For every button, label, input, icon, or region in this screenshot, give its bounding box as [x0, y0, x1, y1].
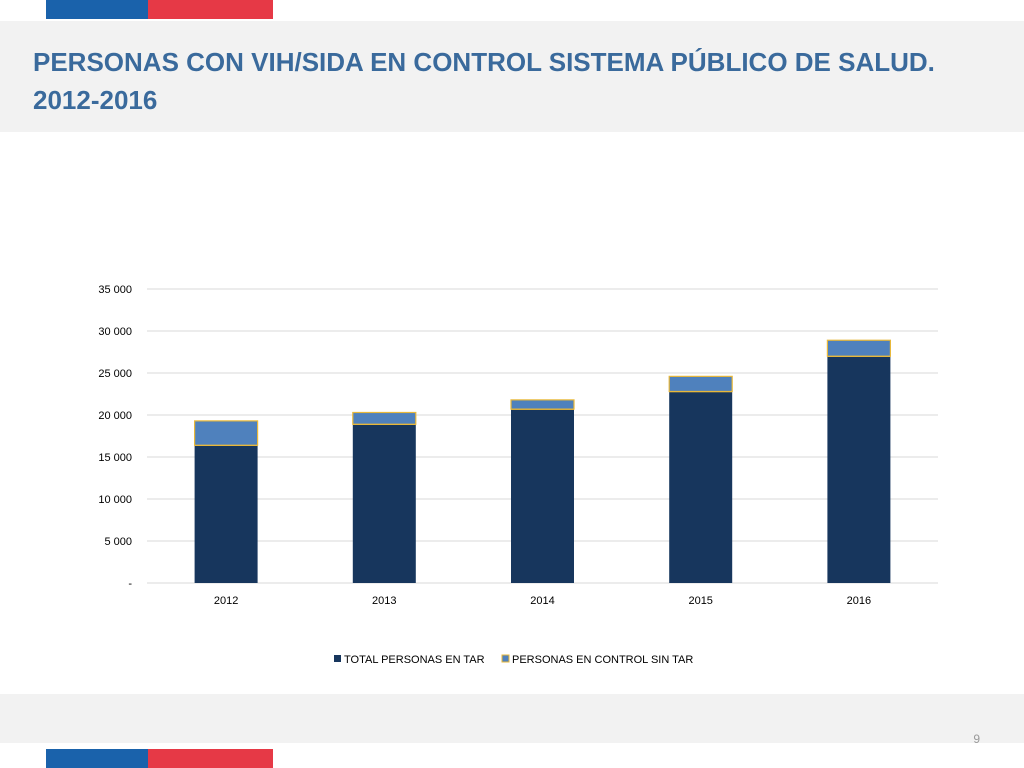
y-tick-label: 25 000 — [98, 368, 132, 380]
title-band: PERSONAS CON VIH/SIDA EN CONTROL SISTEMA… — [0, 21, 1024, 132]
y-tick-label: 20 000 — [98, 410, 132, 422]
y-tick-label: 30 000 — [98, 326, 132, 338]
flag-bottom-stripe — [46, 749, 273, 768]
bar-total-tar — [352, 424, 416, 583]
y-tick-label: 10 000 — [98, 494, 132, 506]
legend-swatch-sin-tar — [501, 654, 510, 663]
flag-red-segment — [148, 749, 273, 768]
x-tick-label: 2012 — [214, 595, 238, 607]
y-tick-label: 15 000 — [98, 452, 132, 464]
x-tick-label: 2013 — [372, 595, 396, 607]
flag-blue-segment — [46, 0, 148, 19]
bar-sin-tar — [510, 399, 575, 410]
bar-sin-tar — [194, 420, 259, 446]
bar-sin-tar — [352, 411, 417, 425]
flag-red-segment — [148, 0, 273, 19]
y-tick-label: 5 000 — [104, 536, 132, 548]
bar-sin-tar — [668, 375, 733, 393]
bar-total-tar — [194, 445, 258, 583]
slide-title: PERSONAS CON VIH/SIDA EN CONTROL SISTEMA… — [33, 47, 935, 115]
bar-sin-tar — [826, 339, 892, 357]
y-tick-label: - — [128, 578, 132, 590]
page-number: 9 — [973, 732, 980, 746]
flag-blue-segment — [46, 749, 148, 768]
flag-top-stripe — [46, 0, 273, 19]
footer-band — [0, 694, 1024, 743]
bar-total-tar — [827, 356, 891, 583]
legend-label: PERSONAS EN CONTROL SIN TAR — [512, 654, 693, 666]
bar-total-tar — [669, 391, 733, 583]
y-tick-label: 35 000 — [98, 284, 132, 296]
legend-swatch-tar — [334, 655, 341, 662]
x-tick-label: 2014 — [530, 595, 554, 607]
bar-total-tar — [511, 409, 574, 583]
x-tick-label: 2015 — [688, 595, 712, 607]
legend-label: TOTAL PERSONAS EN TAR — [344, 654, 485, 666]
x-tick-label: 2016 — [847, 595, 871, 607]
